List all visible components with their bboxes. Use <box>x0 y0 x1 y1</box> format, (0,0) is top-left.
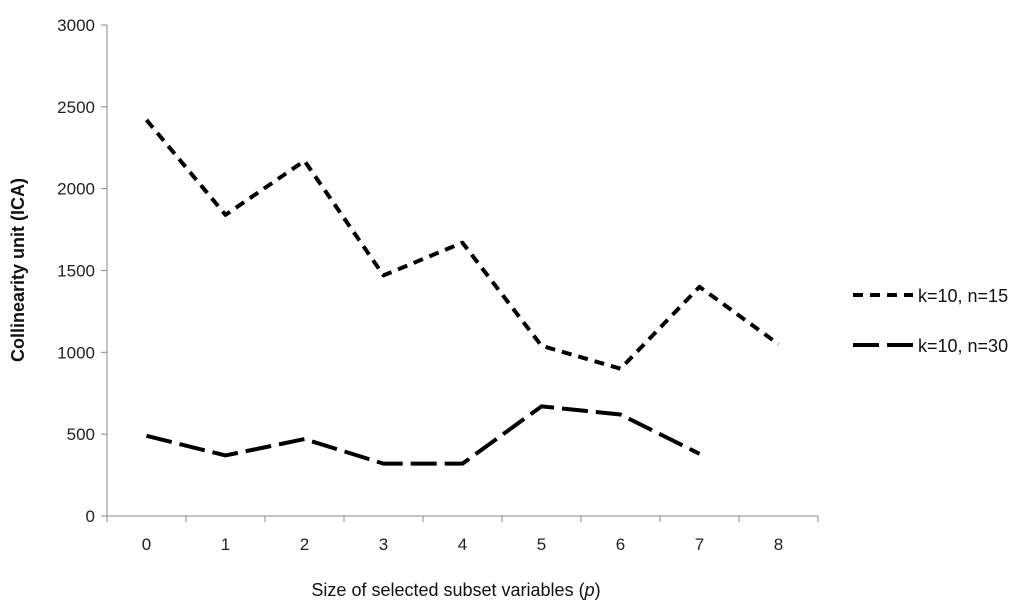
y-ticks: 0 500 1000 1500 2000 2500 3000 <box>57 16 107 526</box>
y-tick-label: 500 <box>67 425 95 444</box>
x-tick-label: 3 <box>379 535 388 554</box>
y-tick-label: 3000 <box>57 16 95 35</box>
y-tick-label: 0 <box>86 507 95 526</box>
x-axis-title: Size of selected subset variables (p) <box>311 580 600 600</box>
x-axis-title-prefix: Size of selected subset variables ( <box>311 580 584 600</box>
legend-label-series-1: k=10, n=15 <box>918 286 1008 306</box>
axes <box>106 25 818 517</box>
series-line-2 <box>146 404 701 466</box>
x-tick-label: 0 <box>142 535 151 554</box>
series-lines <box>144 118 780 466</box>
x-tick-label: 2 <box>300 535 309 554</box>
x-tick-label: 1 <box>221 535 230 554</box>
x-axis-title-suffix: ) <box>595 580 601 600</box>
x-ticks: 0 1 2 3 4 5 6 7 8 <box>106 516 819 554</box>
series-line-1 <box>144 118 780 371</box>
y-tick-label: 2000 <box>57 180 95 199</box>
legend-label-series-2: k=10, n=30 <box>918 336 1008 356</box>
x-tick-label: 6 <box>616 535 625 554</box>
y-tick-label: 2500 <box>57 98 95 117</box>
x-tick-label: 5 <box>537 535 546 554</box>
y-tick-label: 1000 <box>57 343 95 362</box>
x-tick-label: 7 <box>695 535 704 554</box>
x-tick-label: 8 <box>774 535 783 554</box>
legend-item-series-1: k=10, n=15 <box>853 286 1008 306</box>
legend: k=10, n=15 k=10, n=30 <box>853 286 1008 356</box>
legend-item-series-2: k=10, n=30 <box>853 336 1008 356</box>
y-axis-title: Collinearity unit (ICA) <box>8 178 28 362</box>
y-tick-label: 1500 <box>57 262 95 281</box>
x-tick-label: 4 <box>458 535 467 554</box>
x-axis-title-variable: p <box>584 580 595 600</box>
